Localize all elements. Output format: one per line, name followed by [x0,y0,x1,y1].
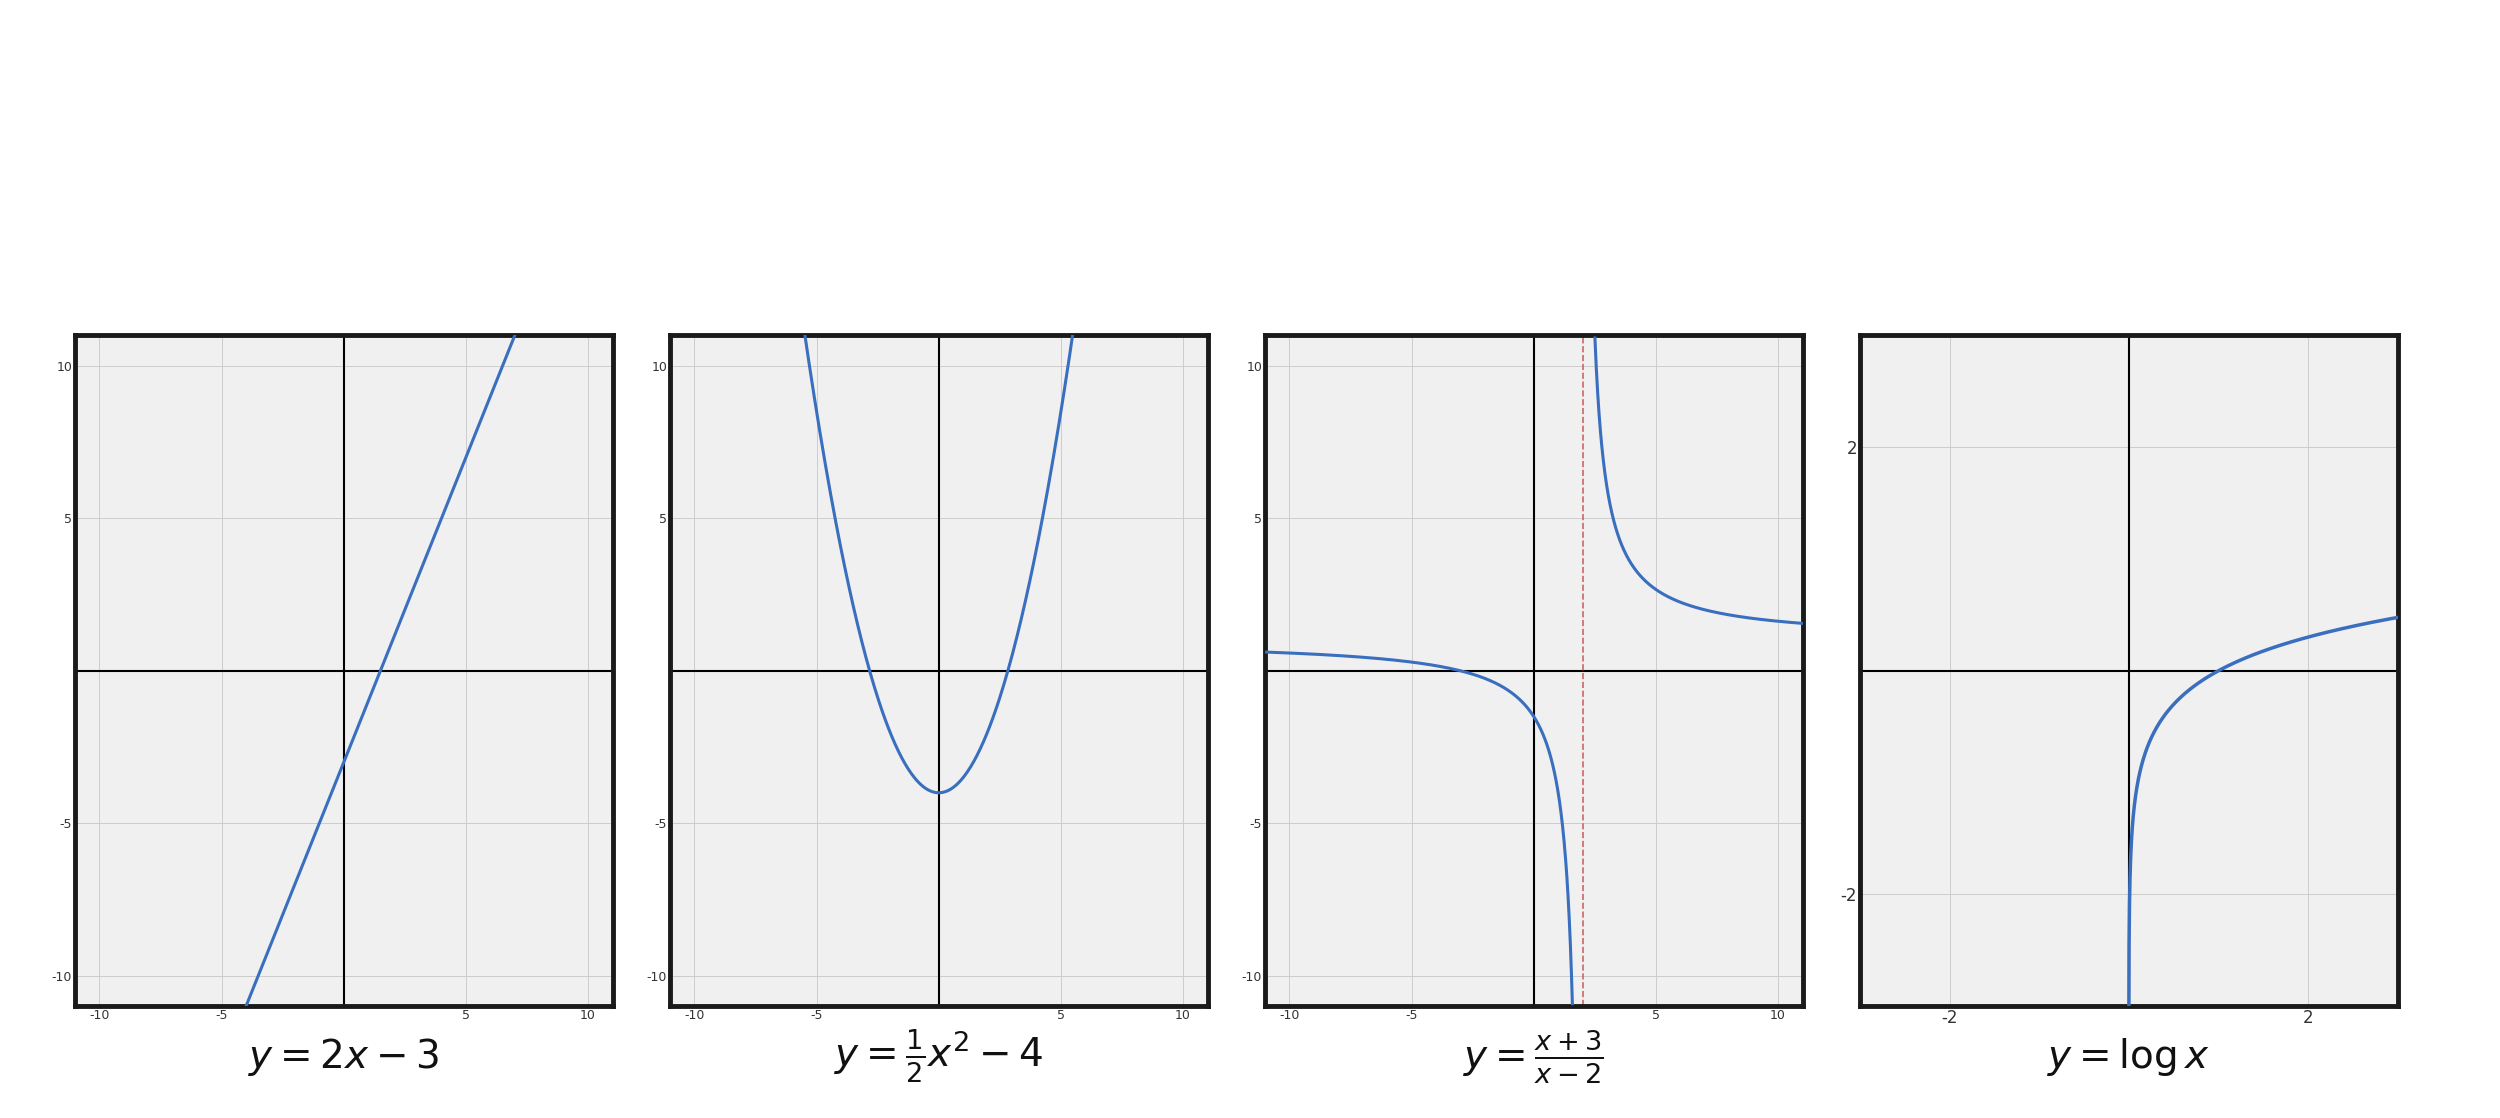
Text: Logarithmic: Logarithmic [1990,172,2268,214]
Text: Linear: Linear [270,172,418,214]
Text: $y = 2x - 3$: $y = 2x - 3$ [248,1035,440,1078]
Text: How to Graph a Function in 3 Steps: How to Graph a Function in 3 Steps [225,50,2275,151]
Text: Rational: Rational [1438,172,1630,214]
Text: $y = \log x$: $y = \log x$ [2047,1035,2210,1078]
Text: $y = \frac{x+3}{x-2}$: $y = \frac{x+3}{x-2}$ [1462,1027,1605,1086]
Text: $y = \frac{1}{2}x^2 - 4$: $y = \frac{1}{2}x^2 - 4$ [835,1027,1042,1086]
Text: Quadratic: Quadratic [822,172,1055,214]
